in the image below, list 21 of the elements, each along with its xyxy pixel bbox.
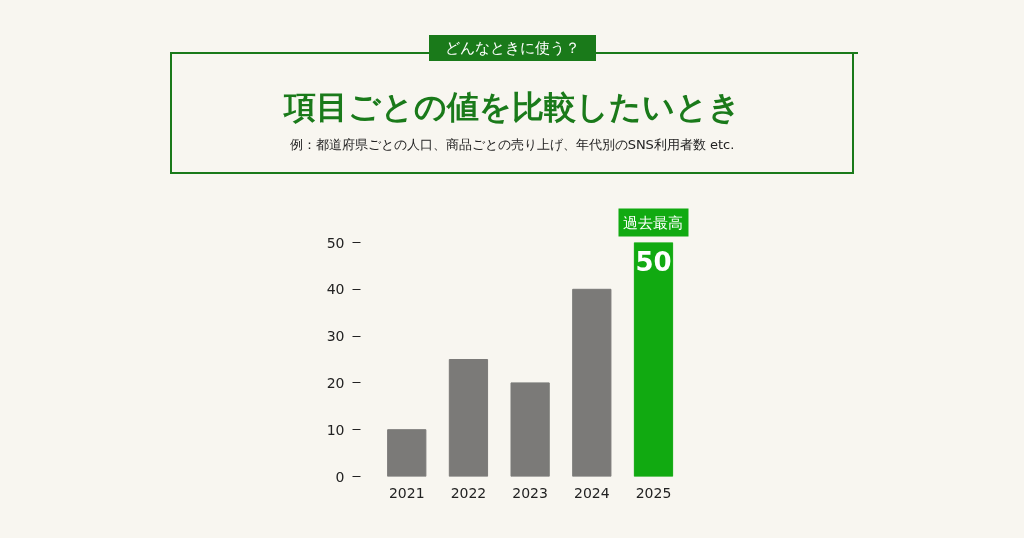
x-tick-label: 2024 [573, 484, 610, 501]
y-tick-label: 30 [326, 328, 345, 345]
y-tick-label: 20 [326, 374, 345, 391]
bar [448, 359, 489, 477]
text: どんなときに使う？ [428, 35, 596, 61]
bar [572, 288, 612, 477]
y-tick-label: 40 [326, 281, 345, 298]
data-label: 50 [635, 246, 672, 277]
bar [633, 242, 674, 477]
x-tick-label: 2025 [635, 484, 672, 501]
x-tick-label: 2021 [388, 484, 425, 501]
y-tick-label: 0 [335, 468, 345, 485]
x-tick-label: 2023 [512, 484, 548, 501]
y-tick-label: 10 [326, 421, 345, 438]
chart-subtitle: 例：都道府県ごとの人口、商品ごとの売り上げ、年代別のSNS利用者数 etc. [288, 136, 736, 154]
bar [387, 429, 427, 477]
y-tick-label: 50 [326, 234, 345, 251]
annotation: 過去最高 [623, 213, 684, 232]
bar [510, 382, 550, 477]
x-tick-label: 2022 [450, 484, 487, 501]
chart-title: 項目ごとの値を比較したいとき [282, 87, 742, 128]
